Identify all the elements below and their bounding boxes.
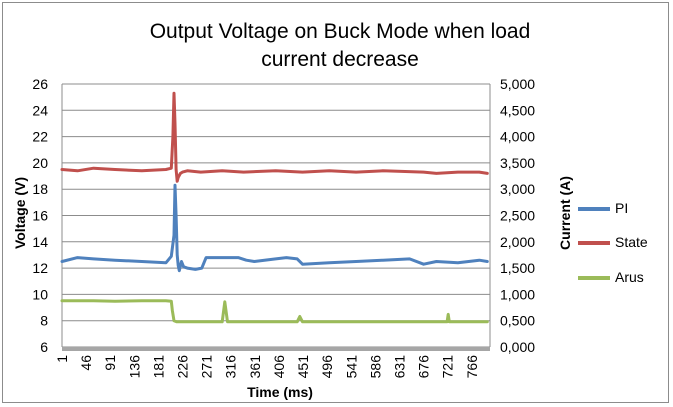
series-line-arus <box>60 299 489 324</box>
x-tick-label: 46 <box>78 355 94 371</box>
x-tick-label: 406 <box>271 355 287 379</box>
y-axis-left-label: Voltage (V) <box>12 176 28 250</box>
y-left-tick-label: 8 <box>40 313 48 329</box>
x-tick-label: 586 <box>367 355 383 379</box>
y-right-tick-label: 4,000 <box>500 129 535 145</box>
x-tick-label: 181 <box>150 355 166 379</box>
chart-title-line-2: current decrease <box>261 48 419 71</box>
legend-label-state: State <box>615 234 648 250</box>
chart-title: Output Voltage on Buck Mode when load cu… <box>100 18 580 74</box>
y-right-tick-label: 1,500 <box>500 260 535 276</box>
y-right-tick-label: 2,500 <box>500 208 535 224</box>
x-tick-label: 766 <box>464 355 480 379</box>
y-left-tick-label: 24 <box>32 102 48 118</box>
x-tick-label: 316 <box>223 355 239 379</box>
series-line-state <box>60 91 489 183</box>
x-tick-label: 136 <box>126 355 142 379</box>
x-tick-label: 1 <box>54 355 70 363</box>
y-right-tick-label: 5,000 <box>500 76 535 92</box>
x-tick-label: 496 <box>319 355 335 379</box>
chart-title-line-1: Output Voltage on Buck Mode when load <box>149 20 531 43</box>
x-axis-floor <box>62 347 490 351</box>
chart-frame <box>2 2 669 403</box>
y-axis-right-label: Current (A) <box>557 176 573 250</box>
x-tick-label: 631 <box>391 355 407 379</box>
x-tick-label: 91 <box>102 355 118 371</box>
y-left-tick-label: 12 <box>32 260 48 276</box>
legend-label-pi: PI <box>615 200 629 216</box>
y-left-tick-label: 26 <box>32 76 48 92</box>
y-left-tick-label: 14 <box>32 234 48 250</box>
legend-swatch-state <box>578 241 610 245</box>
y-right-tick-label: 0,500 <box>500 313 535 329</box>
x-tick-label: 271 <box>199 355 215 379</box>
y-right-tick-label: 1,000 <box>500 286 535 302</box>
series-line-pi <box>60 183 489 273</box>
x-tick-label: 541 <box>343 355 359 379</box>
y-right-tick-label: 3,500 <box>500 155 535 171</box>
y-left-tick-label: 18 <box>32 181 48 197</box>
y-right-tick-label: 3,000 <box>500 181 535 197</box>
y-left-tick-label: 6 <box>40 339 48 355</box>
x-tick-label: 721 <box>440 355 456 379</box>
y-right-tick-label: 4,500 <box>500 102 535 118</box>
x-tick-label: 451 <box>295 355 311 379</box>
x-tick-label: 361 <box>247 355 263 379</box>
y-left-tick-label: 10 <box>32 286 48 302</box>
y-left-tick-label: 20 <box>32 155 48 171</box>
y-left-tick-label: 16 <box>32 208 48 224</box>
legend-label-arus: Arus <box>615 269 644 285</box>
x-axis-label: Time (ms) <box>247 384 313 400</box>
legend-swatch-pi <box>578 207 610 211</box>
y-left-tick-label: 22 <box>32 129 48 145</box>
y-right-tick-label: 2,000 <box>500 234 535 250</box>
x-tick-label: 226 <box>175 355 191 379</box>
y-right-tick-label: 0,000 <box>500 339 535 355</box>
x-tick-label: 676 <box>416 355 432 379</box>
legend-swatch-arus <box>578 276 610 280</box>
